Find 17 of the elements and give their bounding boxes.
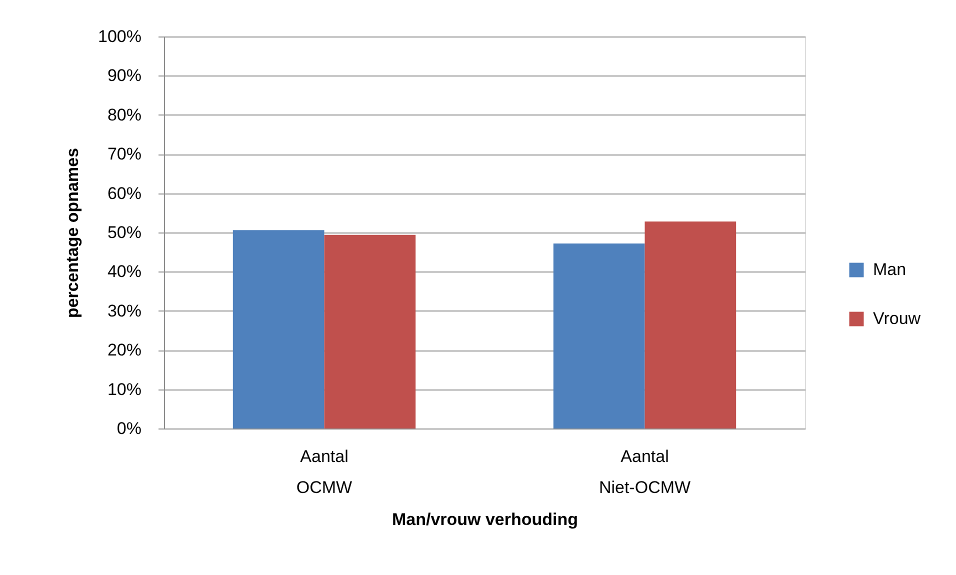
x-tick-label: Aantal Niet-OCMW — [598, 447, 691, 497]
y-tick-label: 70% — [107, 144, 142, 164]
y-tick-label: 60% — [107, 184, 142, 203]
y-tick-label: 30% — [107, 301, 142, 320]
x-axis-title: Man/vrouw verhouding — [392, 510, 578, 529]
y-tick-label: 90% — [107, 66, 142, 86]
y-axis-title: percentage opnames — [63, 148, 82, 318]
y-tick-label: 40% — [107, 262, 142, 282]
y-tick-label: 100% — [98, 27, 142, 46]
x-tick-label: Aantal OCMW — [296, 447, 352, 497]
y-tick-label: 10% — [107, 380, 142, 399]
legend-label: Vrouw — [873, 309, 922, 328]
y-tick-label: 50% — [107, 223, 142, 242]
y-tick-label: 80% — [107, 105, 142, 124]
legend-label: Man — [873, 260, 906, 279]
y-tick-label: 20% — [107, 340, 142, 360]
y-tick-label: 0% — [116, 419, 142, 438]
